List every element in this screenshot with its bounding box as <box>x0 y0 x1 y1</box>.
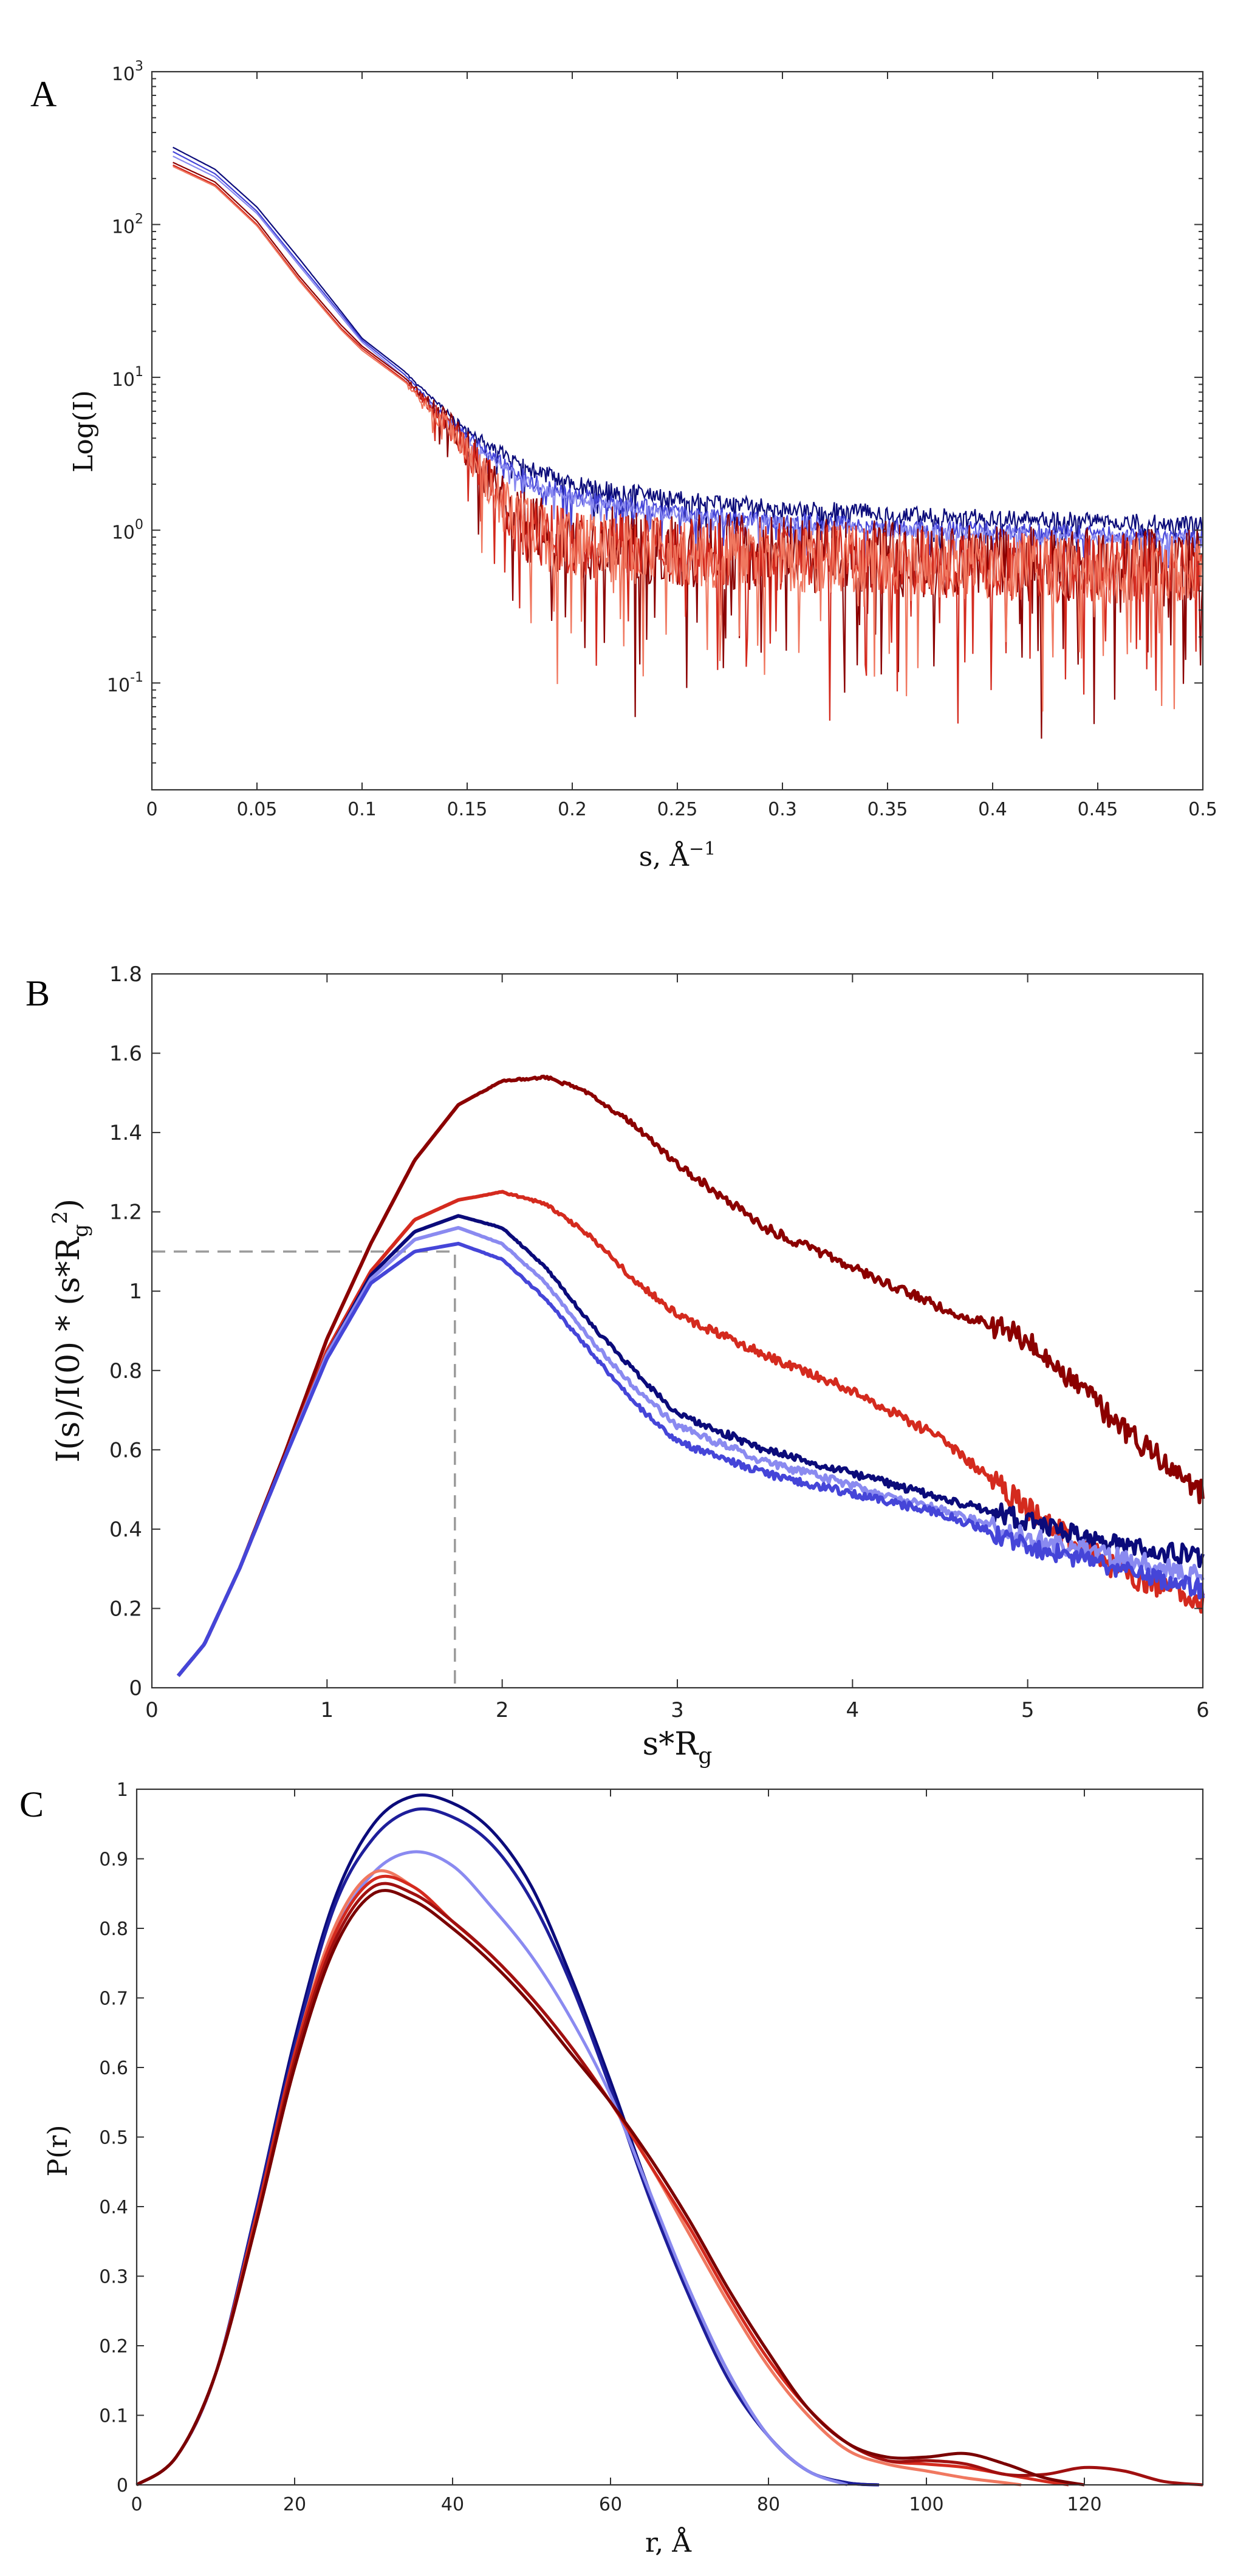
panel-b-x-tick-label: 1 <box>321 1698 334 1722</box>
panel-c-x-tick-label: 120 <box>1067 2494 1101 2515</box>
panel-b-y-tick-label: 0 <box>129 1676 142 1701</box>
panel-c-y-tick-label: 0.2 <box>99 2336 128 2357</box>
panel-c-x-tick-label: 20 <box>283 2494 306 2515</box>
panel-a-y-tick-base: 10 <box>112 369 135 391</box>
panel-a-y-tick-label: 10-1 <box>107 670 143 696</box>
panel-a-x-tick-label: 0.4 <box>978 799 1007 820</box>
panel-b-y-tick-label: 1.4 <box>109 1121 142 1145</box>
panel-b-x-tick-label: 6 <box>1196 1698 1210 1722</box>
panel-c-y-tick-label: 0.7 <box>99 1989 128 2010</box>
panel-b-x-label-text: s*R <box>643 1726 700 1762</box>
panel-a-x-tick-label: 0.1 <box>347 799 377 820</box>
panel-c-y-tick-label: 0.6 <box>99 2058 128 2079</box>
panel-c-y-tick-label: 0.8 <box>99 1919 128 1940</box>
panel-a-y-tick-base: 10 <box>112 64 135 85</box>
panel-b-plot: 0 1 2 3 4 5 6 0 0.2 0.4 0.6 0.8 1 1.2 1.4 1.6 1.8 <box>109 962 1210 1722</box>
panel-a-y-tick-exp: 3 <box>135 59 143 74</box>
panel-b-x-tick-label: 4 <box>846 1698 860 1722</box>
panel-b-y-axis-label: I(s)/I(0) * (s*Rg2) <box>48 1199 93 1462</box>
panel-b-x-tick-label: 5 <box>1021 1698 1035 1722</box>
panel-c-y-tick-label: 0.9 <box>99 1849 128 1871</box>
panel-a-y-tick-exp: -1 <box>130 670 143 685</box>
panel-b-frame <box>151 973 1204 1689</box>
panel-a-y-tick-label: 103 <box>112 59 143 85</box>
panel-a-letter: A <box>30 74 56 114</box>
panel-a-x-axis-label: s, Å−1 <box>639 838 716 872</box>
panel-c-y-tick-label: 0.5 <box>99 2128 128 2149</box>
panel-b-y-label-sup: 2 <box>48 1211 72 1224</box>
panel-a-x-tick-label: 0.2 <box>558 799 587 820</box>
panel-c-y-axis-label: P(r) <box>43 2125 74 2177</box>
panel-a-x-tick-label: 0.45 <box>1078 799 1118 820</box>
panel-a-series-red <box>173 164 1204 724</box>
panel-b-x-tick-label: 3 <box>671 1698 684 1722</box>
panel-b: B 0 1 2 3 4 5 6 0 0.2 0.4 0.6 0.8 1 1.2 1.4 1.6 1.8 I(s)… <box>26 962 1210 1769</box>
panel-c-plot: 0 20 40 60 80 100 120 0 0.1 0.2 0.3 0.4 0.5 0.6 0.7 0.8… <box>99 1780 1203 2515</box>
panel-c-y-tick-label: 0.4 <box>99 2197 128 2218</box>
panel-c-frame <box>135 1788 1204 2486</box>
panel-c-x-tick-label: 0 <box>131 2494 142 2515</box>
panel-c-y-tick-label: 0.3 <box>99 2267 128 2288</box>
panel-a: A 0 0.05 0.1 0.15 0.2 0.25 0.3 0.35 0.4 0.45 0.510… <box>30 59 1217 872</box>
panel-c-y-tick-label: 0 <box>117 2475 128 2496</box>
panel-a-y-axis-label: Log(I) <box>68 390 99 473</box>
panel-c-y-tick-label: 1 <box>117 1780 128 1801</box>
panel-c-x-tick-label: 40 <box>441 2494 464 2515</box>
panel-a-x-label-sup: −1 <box>689 838 716 860</box>
panel-a-y-tick-label: 101 <box>112 365 143 391</box>
panel-b-series-blue <box>176 1241 1205 1677</box>
panel-b-y-label-close: ) <box>50 1199 87 1211</box>
panel-a-series-salmon <box>173 165 1204 712</box>
panel-c-x-axis-label: r, Å <box>645 2526 692 2558</box>
panel-a-y-tick-label: 100 <box>112 518 143 544</box>
panel-a-x-tick-label: 0.15 <box>447 799 488 820</box>
panel-b-y-tick-label: 1.2 <box>109 1201 142 1225</box>
panel-a-x-label-text: s, Å <box>639 840 690 872</box>
panel-b-y-tick-label: 0.6 <box>109 1438 142 1462</box>
panel-c-x-tick-label: 100 <box>909 2494 943 2515</box>
panel-c-y-tick-label: 0.1 <box>99 2406 128 2427</box>
panel-a-x-tick-label: 0.3 <box>768 799 797 820</box>
panel-a-plot: 0 0.05 0.1 0.15 0.2 0.25 0.3 0.35 0.4 0.45 0.510-1… <box>107 59 1217 820</box>
panel-b-y-tick-label: 1.6 <box>109 1042 142 1066</box>
panel-a-x-tick-label: 0 <box>146 799 157 820</box>
panel-c-series-dark-red-2 <box>135 1889 1085 2487</box>
panel-b-series-dark-red <box>176 1074 1205 1677</box>
panel-a-y-tick-exp: 2 <box>135 212 143 227</box>
panel-c-series-navy-2 <box>135 1807 880 2487</box>
panel-b-x-tick-label: 2 <box>496 1698 509 1722</box>
panel-b-y-label-sub: g <box>69 1224 93 1238</box>
panel-b-y-tick-label: 0.2 <box>109 1597 142 1621</box>
panel-b-y-label-text: I(s)/I(0) * (s*R <box>50 1236 87 1463</box>
panel-b-y-tick-label: 1.8 <box>109 962 142 987</box>
panel-c-letter: C <box>19 1784 44 1824</box>
panel-a-y-tick-label: 102 <box>112 212 143 238</box>
panel-c: C 0 20 40 60 80 100 12000.10.20.30.40.50.60.70… <box>19 1780 1204 2558</box>
panel-b-guide-lines <box>152 1250 456 1688</box>
panel-b-letter: B <box>26 973 50 1013</box>
panel-b-y-tick-label: 0.8 <box>109 1359 142 1383</box>
panel-a-y-tick-exp: 0 <box>135 518 143 533</box>
panel-a-x-tick-label: 0.25 <box>657 799 698 820</box>
panel-a-x-tick-label: 0.5 <box>1188 799 1217 820</box>
panel-a-series-navy <box>173 146 1204 553</box>
panel-a-y-tick-base: 10 <box>112 217 135 238</box>
panel-b-x-axis-label: s*Rg <box>643 1726 713 1769</box>
panel-c-x-tick-label: 80 <box>757 2494 780 2515</box>
panel-a-y-tick-exp: 1 <box>135 365 143 380</box>
panel-b-series-red <box>176 1190 1205 1677</box>
panel-b-x-label-sub: g <box>698 1744 712 1769</box>
panel-c-x-tick-label: 60 <box>599 2494 622 2515</box>
panel-a-x-tick-label: 0.05 <box>237 799 278 820</box>
panel-a-x-tick-label: 0.35 <box>867 799 908 820</box>
panel-b-x-tick-label: 0 <box>145 1698 159 1722</box>
panel-b-y-tick-label: 1 <box>129 1279 142 1304</box>
panel-b-y-tick-label: 0.4 <box>109 1518 142 1542</box>
panel-a-y-tick-base: 10 <box>107 675 130 696</box>
panel-a-frame <box>151 70 1204 791</box>
panel-a-y-tick-base: 10 <box>112 522 135 544</box>
